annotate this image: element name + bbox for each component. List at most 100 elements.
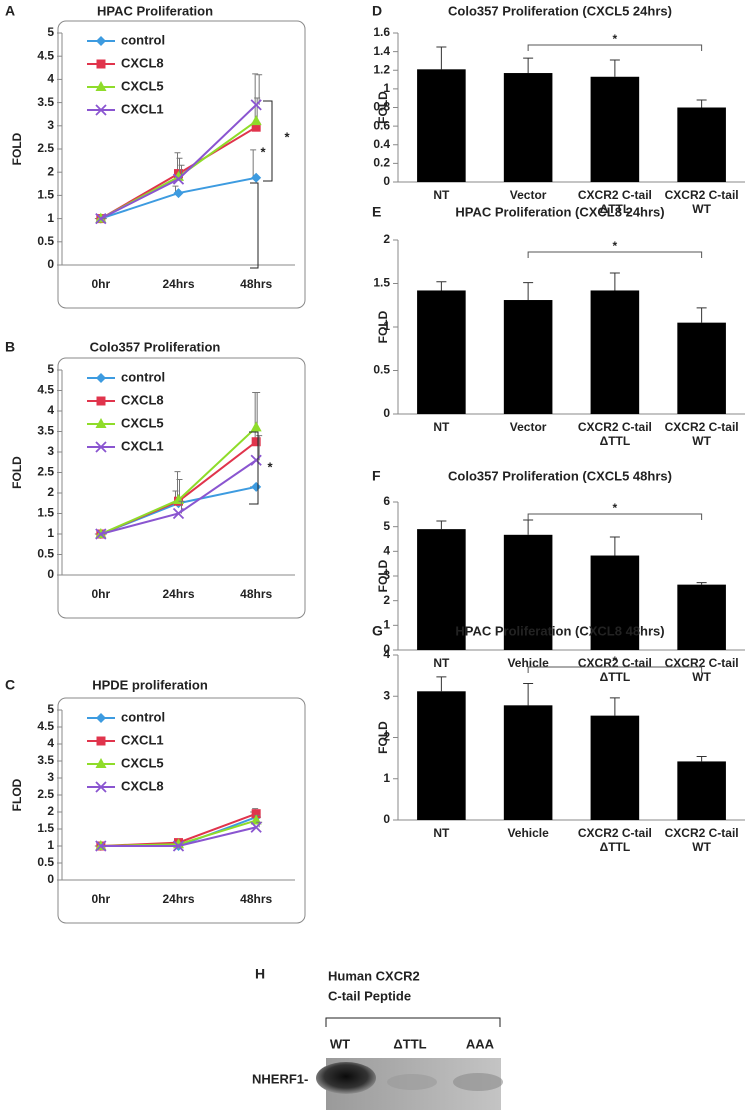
- marker: [96, 396, 106, 406]
- y-tick-label: 0: [383, 812, 390, 826]
- error-bar: [609, 272, 620, 291]
- y-axis-label: FOLD: [376, 559, 390, 592]
- legend-label: CXCL5: [121, 415, 164, 430]
- marker: [95, 781, 107, 793]
- error-bar: [436, 520, 447, 530]
- y-tick-label: 2: [383, 593, 390, 607]
- x-tick-label: Vehicle: [507, 826, 549, 840]
- chart-title: Colo357 Proliferation (CXCL5 48hrs): [448, 468, 672, 483]
- panel-letter: H: [255, 966, 265, 982]
- y-tick-label: 3.5: [37, 753, 54, 767]
- marker: [250, 99, 262, 111]
- panel-letter: F: [372, 468, 381, 484]
- y-tick-label: 4: [47, 72, 54, 86]
- x-tick-label: 24hrs: [162, 892, 194, 906]
- chart-panel: A HPAC Proliferation FOLD 0 0.5 1 1.5 2 2.5 3 3.5 4…: [5, 3, 306, 309]
- series-line: [100, 440, 257, 535]
- series-line: [100, 176, 257, 220]
- lane-label: WT: [330, 1036, 350, 1051]
- y-tick-label: 1: [383, 618, 390, 632]
- y-tick-label: 1.5: [37, 821, 54, 835]
- y-tick-label: 1: [47, 526, 54, 540]
- x-tick-label: 48hrs: [240, 892, 272, 906]
- marker: [95, 418, 107, 428]
- y-axis-label: FOLD: [376, 721, 390, 754]
- error-bar: [609, 536, 620, 556]
- annotation: *: [613, 239, 618, 253]
- y-tick-label: 5: [383, 519, 390, 533]
- y-tick-label: 5: [47, 702, 54, 716]
- y-axis-label: FOLD: [10, 456, 24, 489]
- band-label: NHERF1-: [252, 1071, 308, 1086]
- y-tick-label: 4.5: [37, 383, 54, 397]
- y-tick-label: 0: [383, 174, 390, 188]
- x-tick-label: NT: [433, 420, 450, 434]
- y-axis-label: FOLD: [10, 132, 24, 165]
- annotation: *: [267, 459, 273, 474]
- x-tick-label: CXCR2 C-tail: [578, 188, 652, 202]
- marker: [251, 437, 261, 447]
- marker: [251, 172, 262, 183]
- y-axis-label: FOLD: [376, 310, 390, 343]
- marker: [96, 736, 106, 746]
- error-bar: [523, 282, 534, 301]
- x-tick-label: WT: [692, 670, 711, 684]
- error-bar: [256, 74, 263, 105]
- significance-bracket: [250, 182, 259, 269]
- x-tick-label: 24hrs: [162, 587, 194, 601]
- y-tick-label: 0: [47, 257, 54, 271]
- y-tick-label: 4.5: [37, 719, 54, 733]
- error-bar: [609, 59, 620, 77]
- y-tick-label: 3: [47, 444, 54, 458]
- chart-panel: D Colo357 Proliferation (CXCL5 24hrs) FOLD…: [372, 3, 745, 216]
- legend-label: CXCL8: [121, 392, 164, 407]
- y-tick-label: 3: [47, 770, 54, 784]
- y-tick-label: 3: [47, 118, 54, 132]
- x-tick-label: 24hrs: [162, 277, 194, 291]
- marker: [173, 188, 184, 199]
- chart-title: HPAC Proliferation (CXCL8 48hrs): [455, 623, 664, 638]
- legend-label: CXCL8: [121, 55, 164, 70]
- x-tick-label: NT: [433, 188, 450, 202]
- bar: [677, 107, 726, 182]
- series-line: [100, 104, 257, 220]
- significance-bracket: [249, 431, 259, 505]
- chart-panel: E HPAC Proliferation (CXCL8 24hrs) FOLD 0 0.…: [372, 204, 745, 448]
- blot-title: C-tail Peptide: [328, 988, 411, 1003]
- plot-frame: [57, 697, 306, 924]
- legend-label: control: [121, 369, 165, 384]
- x-tick-label: NT: [433, 656, 450, 670]
- blot-panel: H Human CXCR2 C-tail Peptide WT ΔTTL AAA…: [252, 966, 503, 1110]
- y-tick-label: 1.6: [373, 25, 390, 39]
- marker: [251, 809, 261, 819]
- chart-panel: G HPAC Proliferation (CXCL8 48hrs) FOLD 0 1 2…: [372, 623, 745, 854]
- legend-label: CXCL1: [121, 732, 164, 747]
- marker: [96, 59, 106, 69]
- significance-bracket: [527, 44, 703, 51]
- y-tick-label: 2.5: [37, 141, 54, 155]
- error-bar: [436, 281, 447, 291]
- y-tick-label: 4: [47, 736, 54, 750]
- y-tick-label: 3: [383, 568, 390, 582]
- x-tick-label: CXCR2 C-tail: [578, 826, 652, 840]
- y-axis-label: FLOD: [10, 778, 24, 811]
- y-tick-label: 2: [383, 232, 390, 246]
- y-tick-label: 1.5: [37, 188, 54, 202]
- y-tick-label: 0.6: [373, 118, 390, 132]
- y-tick-label: 3: [383, 688, 390, 702]
- error-bar: [696, 582, 707, 585]
- blot-title: Human CXCR2: [328, 968, 420, 983]
- annotation: *: [284, 129, 290, 144]
- lane-bracket: [325, 1017, 501, 1027]
- marker: [172, 840, 185, 852]
- bar: [503, 705, 553, 820]
- error-bar: [609, 697, 620, 716]
- lane-label: AAA: [466, 1036, 495, 1051]
- bar: [503, 300, 553, 414]
- marker: [250, 421, 262, 432]
- x-tick-label: WT: [692, 434, 711, 448]
- y-tick-label: 2: [383, 730, 390, 744]
- error-bar: [523, 682, 534, 706]
- x-tick-label: ΔTTL: [600, 434, 631, 448]
